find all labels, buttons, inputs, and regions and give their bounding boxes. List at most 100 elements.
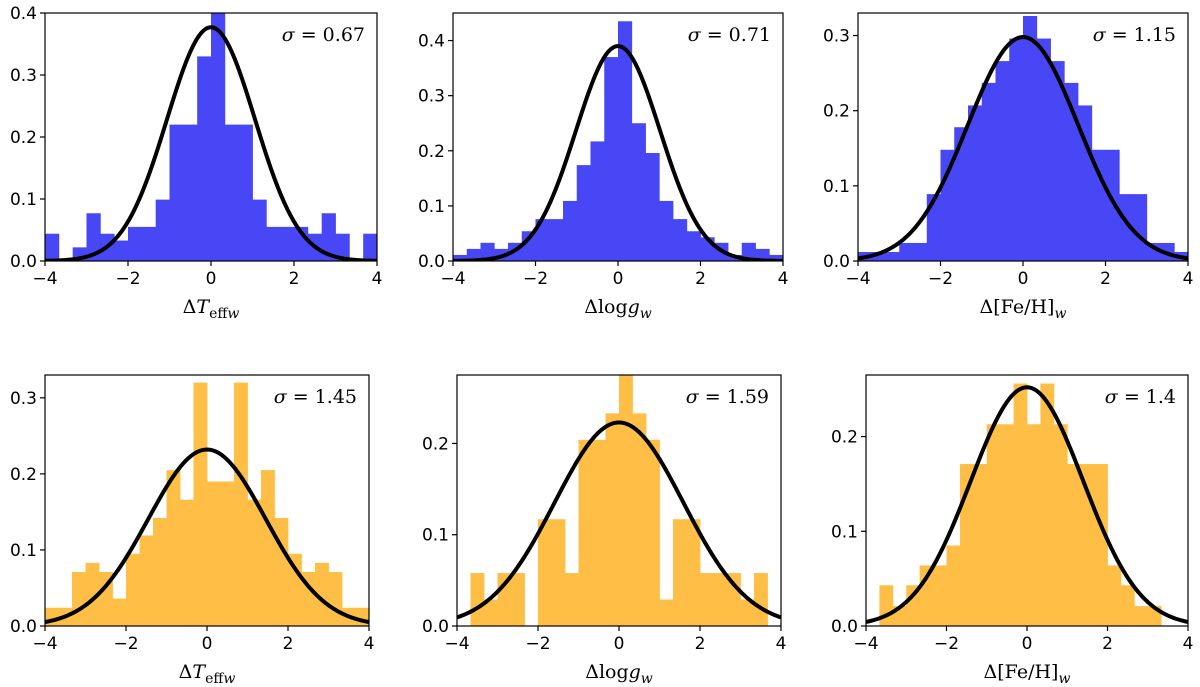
y-tick-label: 0.1 bbox=[831, 522, 858, 542]
histogram-bar bbox=[645, 152, 660, 261]
sigma-annotation: σ = 1.59 bbox=[686, 386, 769, 408]
histogram-bar bbox=[973, 464, 988, 626]
histogram-bar bbox=[484, 599, 498, 626]
histogram-bar bbox=[576, 165, 591, 261]
y-tick-label: 0.0 bbox=[831, 617, 858, 637]
x-tick-label: −4 bbox=[444, 634, 469, 654]
histogram-bar bbox=[328, 572, 343, 626]
plot-area bbox=[457, 375, 781, 626]
y-tick-label: 0.2 bbox=[823, 102, 850, 122]
y-tick-label: 0.0 bbox=[10, 617, 37, 637]
histogram-bar bbox=[1133, 194, 1148, 261]
histogram-bar bbox=[86, 213, 101, 261]
histogram-bar bbox=[363, 233, 377, 261]
x-axis-label: Δ[Fe/H]w bbox=[984, 661, 1071, 687]
histogram-bar bbox=[1027, 424, 1041, 626]
histogram-bar bbox=[1067, 464, 1082, 626]
y-tick-label: 0.0 bbox=[418, 252, 445, 272]
x-tick-label: −4 bbox=[32, 634, 57, 654]
histogram-bar bbox=[521, 231, 536, 261]
y-tick-label: 0.4 bbox=[10, 4, 37, 24]
histogram-bar bbox=[224, 124, 240, 261]
panel-3: −4 −2 0 2 4 0.0 0.1 0.2 0.3 Δ[Fe/H]w σ = 1.15 bbox=[823, 12, 1194, 322]
gaussian-fit-curve bbox=[858, 35, 1188, 261]
sigma-annotation: σ = 1.45 bbox=[274, 386, 357, 408]
histogram-bar bbox=[933, 565, 947, 626]
histogram-bar bbox=[480, 242, 495, 261]
x-tick-label: 0 bbox=[202, 634, 213, 654]
histogram-bar bbox=[1013, 383, 1028, 626]
gaussian-fit-curve bbox=[45, 447, 369, 625]
histogram-bar bbox=[871, 251, 886, 261]
histogram-bar bbox=[899, 242, 914, 261]
histogram-bar bbox=[618, 21, 633, 261]
histogram-bar bbox=[153, 517, 167, 626]
x-tick-label: 4 bbox=[364, 634, 375, 654]
gaussian-fit-curve bbox=[45, 25, 377, 261]
histogram-bar bbox=[578, 439, 593, 626]
histogram-bar bbox=[112, 598, 127, 626]
x-axis-label: Δloggw bbox=[585, 661, 653, 687]
histogram-bar bbox=[659, 599, 674, 626]
x-tick-label: −4 bbox=[853, 634, 878, 654]
x-tick-label: −2 bbox=[928, 269, 953, 289]
histogram-bar bbox=[885, 251, 900, 261]
histogram-bar bbox=[986, 424, 1001, 626]
panel-2: −4 −2 0 2 4 0.0 0.1 0.2 0.3 0.4 Δloggw σ = 0.71 bbox=[418, 12, 788, 322]
sigma-annotation: σ = 0.67 bbox=[282, 24, 365, 46]
x-tick-label: 4 bbox=[1183, 634, 1194, 654]
histogram-bar bbox=[234, 382, 248, 626]
histogram-bar bbox=[755, 248, 770, 261]
histogram-bar bbox=[45, 233, 60, 261]
histogram-bar bbox=[926, 194, 941, 261]
x-tick-label: 4 bbox=[776, 634, 787, 654]
y-tick-label: 0.2 bbox=[422, 434, 449, 454]
x-tick-label: −4 bbox=[32, 269, 57, 289]
histogram-bar bbox=[549, 219, 564, 261]
x-tick-label: −2 bbox=[115, 269, 140, 289]
x-tick-label: −2 bbox=[113, 634, 138, 654]
histogram-bar bbox=[740, 599, 755, 626]
x-tick-label: 2 bbox=[695, 634, 706, 654]
histogram-bar bbox=[1119, 194, 1134, 261]
x-tick-label: 4 bbox=[1183, 269, 1194, 289]
histogram-bar bbox=[128, 226, 143, 261]
histogram-bar bbox=[220, 481, 235, 626]
sigma-annotation: σ = 1.4 bbox=[1105, 386, 1176, 408]
gaussian-fit-curve bbox=[866, 385, 1188, 624]
histogram-bar bbox=[879, 585, 894, 626]
histogram-bar bbox=[981, 82, 996, 261]
histogram-bar bbox=[238, 124, 253, 261]
histogram-bar bbox=[1134, 606, 1149, 626]
y-tick-label: 0.3 bbox=[10, 66, 37, 86]
histogram-bar bbox=[114, 240, 129, 261]
x-tick-label: 2 bbox=[1100, 269, 1111, 289]
y-tick-label: 0.4 bbox=[418, 32, 445, 52]
histogram-bar bbox=[155, 199, 170, 261]
x-tick-label: 2 bbox=[283, 634, 294, 654]
histogram-bar bbox=[968, 105, 983, 261]
histogram-bar bbox=[1023, 16, 1038, 261]
histogram-bar bbox=[183, 124, 198, 261]
histogram-bar bbox=[1050, 61, 1065, 261]
histogram-bar bbox=[1094, 464, 1108, 626]
histogram-bar bbox=[301, 572, 316, 626]
histogram-bar bbox=[266, 226, 281, 261]
x-tick-label: 4 bbox=[372, 269, 383, 289]
y-tick-label: 0.3 bbox=[418, 87, 445, 107]
histogram-bar bbox=[619, 375, 633, 626]
y-tick-label: 0.1 bbox=[418, 197, 445, 217]
y-tick-label: 0.1 bbox=[422, 526, 449, 546]
histogram-bar bbox=[321, 213, 336, 261]
histogram-bar bbox=[247, 499, 262, 626]
plot-area bbox=[45, 382, 369, 626]
histogram-bar bbox=[686, 519, 701, 626]
y-tick-label: 0.2 bbox=[418, 142, 445, 162]
histogram-bar bbox=[141, 226, 157, 261]
plot-area bbox=[866, 383, 1188, 626]
histogram-bar bbox=[179, 499, 194, 626]
x-axis-label: Δloggw bbox=[584, 296, 652, 322]
histogram-bar bbox=[753, 573, 768, 626]
histogram-bar bbox=[466, 248, 481, 261]
panel-5: −4 −2 0 2 4 0.0 0.1 0.2 Δloggw σ = 1.59 bbox=[422, 374, 786, 687]
